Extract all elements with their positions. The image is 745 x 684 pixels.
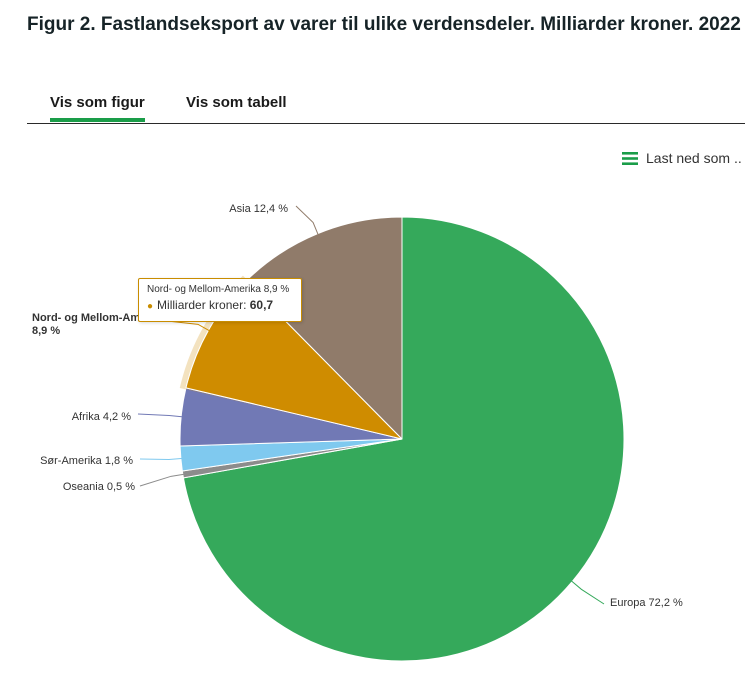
slice-label-nord-og-mellom-amerika: Nord- og Mellom-Amerika — [32, 312, 167, 324]
connector-s-r-amerika — [139, 457, 183, 461]
connector-oseania — [139, 473, 185, 487]
slice-label-europa: Europa 72,2 % — [610, 597, 683, 609]
connector-europa — [570, 579, 605, 605]
connector-afrika — [137, 413, 184, 418]
slice-label-oseania: Oseania 0,5 % — [63, 481, 135, 493]
page-title: Figur 2. Fastlandseksport av varer til u… — [27, 14, 741, 35]
slice-label-line2-nord-og-mellom-amerika: 8,9 % — [32, 325, 60, 337]
download-label: Last ned som .. — [646, 150, 742, 166]
tooltip-row: ● Milliarder kroner: 60,7 — [147, 298, 274, 312]
tooltip-header: Nord- og Mellom-Amerika 8,9 % — [147, 284, 290, 295]
menu-icon — [622, 152, 638, 165]
slice-label-afrika: Afrika 4,2 % — [72, 411, 132, 423]
tooltip-value: 60,7 — [249, 298, 274, 312]
connector-asia — [295, 205, 319, 236]
tab-figure[interactable]: Vis som figur — [50, 94, 145, 122]
slice-label-asia: Asia 12,4 % — [229, 203, 288, 215]
slice-label-s-r-amerika: Sør-Amerika 1,8 % — [40, 455, 133, 467]
tooltip-series-label: Milliarder kroner — [157, 298, 244, 312]
view-tabs: Vis som figur Vis som tabell — [27, 94, 745, 124]
chart-tooltip: Nord- og Mellom-Amerika 8,9 % ● Milliarde… — [138, 278, 302, 322]
download-menu-button[interactable]: Last ned som .. — [622, 150, 742, 166]
tab-table[interactable]: Vis som tabell — [186, 94, 287, 111]
tooltip-bullet-icon: ● — [147, 301, 154, 312]
